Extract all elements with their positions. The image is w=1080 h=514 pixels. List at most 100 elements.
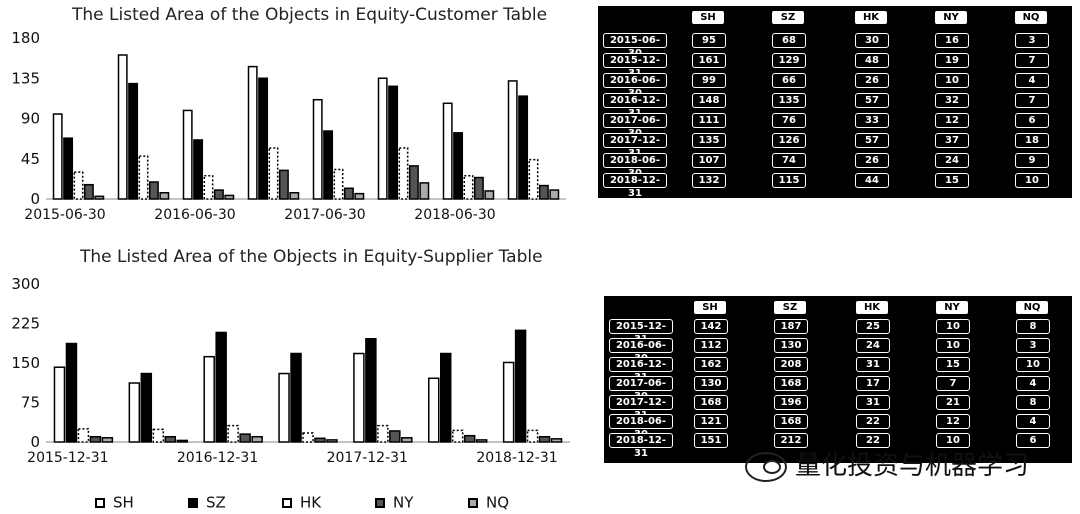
table-header-row: SH SZ HK NY NQ [606, 299, 1070, 317]
bar-sh [52, 113, 63, 200]
table-value-cell: 66 [772, 73, 806, 88]
table-value-cell: 196 [774, 395, 808, 410]
table-row: 2016-06-30 112 130 24 10 3 [606, 336, 1070, 364]
table-value-cell: 135 [692, 133, 726, 148]
table-value-cell: 30 [855, 33, 889, 48]
y-tick-label: 180 [11, 29, 40, 47]
table-row: 2018-12-31 151 212 22 10 6 [606, 431, 1070, 459]
table-date-cell: 2017-12-31 [603, 133, 667, 159]
bar-ny [473, 176, 484, 200]
bar-sz [323, 130, 334, 200]
bar-sz [215, 331, 227, 443]
table-row: 2018-06-30 121 168 22 12 4 [606, 412, 1070, 440]
bar-ny [213, 189, 224, 200]
bar-sh [442, 102, 453, 200]
bar-sz [290, 352, 302, 443]
wechat-icon [745, 451, 787, 482]
table-header-cell: NQ [1016, 301, 1048, 314]
bar-nq [484, 190, 495, 200]
table-value-cell: 10 [1015, 173, 1049, 188]
bar-hk [526, 429, 539, 443]
table-header-cell: NQ [1015, 11, 1047, 24]
chart-supplier: 0 75 150 225 300 2015-12-31 2016-12-31 2017-12-… [11, 275, 570, 466]
y-tick-label: 90 [21, 110, 40, 128]
bar-sz [514, 329, 527, 443]
x-tick-label: 2017-12-31 [327, 450, 408, 466]
bar-nq [101, 437, 114, 443]
bar-ny [83, 183, 94, 200]
bar-nq [94, 195, 105, 200]
bar-hk [333, 168, 344, 200]
table-value-cell: 8 [1016, 319, 1050, 334]
table-value-cell: 22 [856, 433, 890, 448]
table-value-cell: 32 [935, 93, 969, 108]
x-tick-label: 2015-12-31 [27, 450, 108, 466]
table-value-cell: 12 [935, 113, 969, 128]
bar-hk [203, 174, 214, 200]
table-value-cell: 212 [774, 433, 808, 448]
table-value-cell: 6 [1015, 113, 1049, 128]
table-date-cell: 2018-06-30 [603, 153, 667, 179]
table-row: 2018-12-31 132 115 44 15 10 [600, 171, 1070, 196]
legend-item-sz: SZ [188, 492, 226, 512]
bar-nq [401, 437, 413, 443]
x-tick-label: 2016-12-31 [177, 450, 258, 466]
bar-sz [140, 372, 153, 443]
table-row: 2015-12-31 142 187 25 10 8 [606, 317, 1070, 345]
table-value-cell: 10 [936, 319, 970, 334]
legend-item-hk: HK [282, 492, 321, 512]
x-tick-label: 2018-06-30 [414, 207, 495, 223]
bar-ny [314, 437, 326, 443]
table-date-cell: 2016-12-31 [603, 93, 667, 119]
x-tick-label: 2018-12-31 [476, 450, 557, 466]
data-table-customer: SH SZ HK NY NQ 2015-06-30 95 68 30 16 3 2015-12-31 1… [598, 6, 1072, 198]
bar-hk [463, 174, 474, 200]
table-value-cell: 161 [692, 53, 726, 68]
watermark-text: 量化投资与机器学习 [795, 451, 1030, 481]
table-value-cell: 162 [694, 357, 728, 372]
bar-ny [408, 165, 419, 200]
table-row: 2017-06-30 111 76 33 12 6 [600, 111, 1070, 139]
table-row: 2018-06-30 107 74 26 24 9 [600, 151, 1070, 179]
table-value-cell: 168 [774, 414, 808, 429]
table-value-cell: 132 [692, 173, 726, 188]
table-value-cell: 31 [856, 357, 890, 372]
bar-sz [388, 85, 399, 200]
bar-sz [258, 77, 269, 200]
table-value-cell: 18 [1015, 133, 1049, 148]
y-tick-label: 75 [21, 394, 40, 412]
table-value-cell: 16 [935, 33, 969, 48]
legend-swatch-hk [282, 497, 292, 508]
table-value-cell: 168 [774, 376, 808, 391]
bar-nq [550, 438, 563, 443]
table-value-cell: 187 [774, 319, 808, 334]
table-value-cell: 130 [774, 338, 808, 353]
table-value-cell: 57 [855, 93, 889, 108]
bar-nq [251, 435, 263, 443]
bar-sh [377, 77, 388, 200]
bar-ny [538, 435, 551, 443]
legend-swatch-sz [188, 497, 198, 508]
table-value-cell: 25 [856, 319, 890, 334]
table-date-cell: 2015-12-31 [603, 53, 667, 79]
table-header-cell: SH [692, 11, 724, 24]
bar-sz [365, 338, 377, 443]
table-date-cell: 2015-06-30 [603, 33, 667, 59]
bar-hk [138, 155, 149, 200]
table-value-cell: 107 [692, 153, 726, 168]
table-row: 2017-12-31 135 126 57 37 18 [600, 131, 1070, 159]
x-tick-label: 2017-06-30 [284, 207, 365, 223]
table-row: 2017-12-31 168 196 31 21 8 [606, 393, 1070, 421]
table-date-cell: 2017-06-30 [603, 113, 667, 139]
table-value-cell: 26 [855, 73, 889, 88]
table-value-cell: 21 [936, 395, 970, 410]
y-tick-label: 45 [21, 150, 40, 168]
bar-hk [398, 147, 409, 200]
bar-sz [63, 137, 74, 200]
watermark: 量化投资与机器学习 [745, 445, 1065, 485]
bar-hk [377, 424, 389, 443]
table-value-cell: 22 [856, 414, 890, 429]
y-tick-label: 225 [11, 315, 40, 333]
y-tick-label: 135 [11, 69, 40, 87]
table-header-cell: HK [856, 301, 888, 314]
